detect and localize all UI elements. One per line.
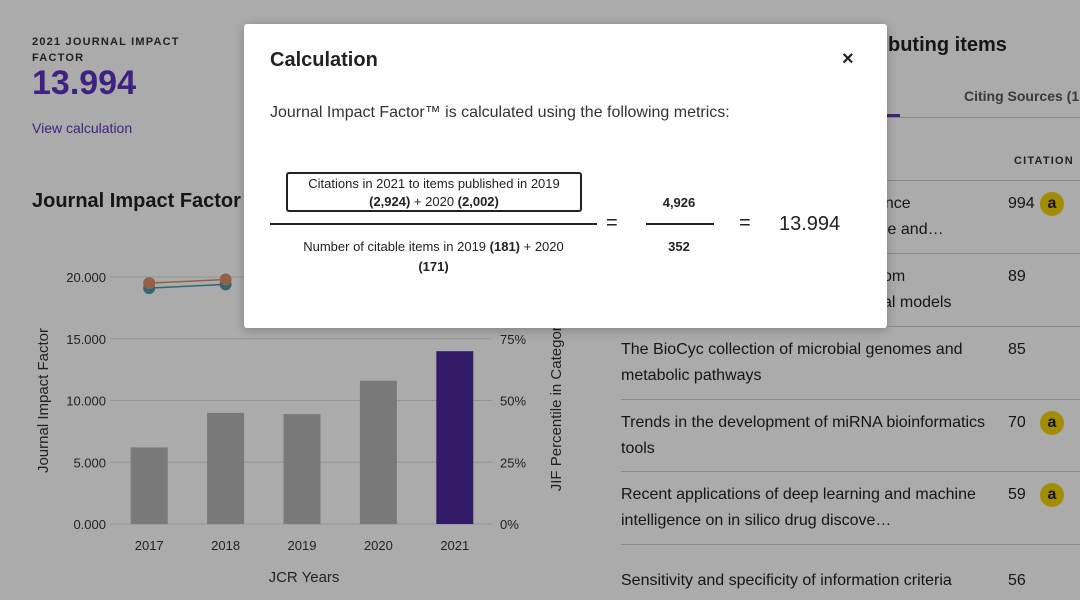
jif-year-label: 2021 JOURNAL IMPACT FACTOR: [32, 36, 180, 64]
y2-axis-title: JIF Percentile in Category: [548, 318, 565, 491]
fraction-bar: [646, 223, 714, 225]
chart-bar: [283, 414, 321, 524]
x-tick-label: 2021: [440, 538, 469, 553]
item-title-link[interactable]: om al models: [883, 264, 1003, 316]
y-tick-label: 15.000: [66, 332, 106, 347]
y-tick-label: 5.000: [73, 455, 106, 470]
jif-value: 13.994: [32, 64, 136, 102]
chart-bar: [130, 447, 168, 524]
x-tick-label: 2017: [135, 538, 164, 553]
citation-column-header: CITATION: [1014, 155, 1074, 167]
x-tick-label: 2020: [364, 538, 393, 553]
numerator-text: Citations in 2021 to items published in …: [308, 176, 560, 191]
x-tick-label: 2018: [211, 538, 240, 553]
y-axis-title: Journal Impact Factor: [35, 328, 52, 473]
percentile-point: [219, 273, 232, 286]
percentile-line: [149, 283, 226, 289]
item-title-line: om: [883, 268, 906, 285]
row-divider: [621, 544, 1080, 545]
equals-sign: =: [606, 212, 618, 234]
equals-sign: =: [739, 212, 751, 234]
citation-count: 56: [1008, 572, 1026, 589]
row-divider: [621, 471, 1080, 472]
percentile-line: [149, 278, 226, 284]
row-divider: [621, 399, 1080, 400]
denominator-text: Number of citable items in 2019: [303, 239, 490, 254]
open-access-icon: a: [1040, 411, 1064, 435]
item-title-line: ice and…: [876, 221, 944, 238]
numerator-box: Citations in 2021 to items published in …: [286, 172, 582, 212]
numerator-2019-value: (2,924): [369, 194, 411, 209]
denominator-2019-value: (181): [489, 239, 521, 254]
dialog-description: Journal Impact Factor™ is calculated usi…: [270, 104, 730, 121]
calculation-result: 13.994: [779, 213, 841, 235]
y-tick-label: 0.000: [73, 517, 106, 532]
item-title-link[interactable]: Recent applications of deep learning and…: [621, 486, 976, 529]
open-access-icon: a: [1040, 192, 1064, 216]
item-title-line: al models: [883, 294, 952, 311]
item-title-link[interactable]: Trends in the development of miRNA bioin…: [621, 414, 986, 457]
y2-tick-label: 75%: [500, 332, 526, 347]
chart-bar: [359, 380, 397, 524]
tab-citing-sources[interactable]: Citing Sources (1: [964, 88, 1080, 104]
denominator-total: 352: [668, 239, 690, 254]
citation-count: 59: [1008, 486, 1026, 503]
dialog-title: Calculation: [270, 49, 378, 71]
citation-count: 994: [1008, 195, 1035, 212]
y2-tick-label: 0%: [500, 517, 519, 532]
close-icon[interactable]: ×: [842, 48, 854, 70]
fraction-bar: [270, 223, 597, 225]
contributing-items-title: buting items: [888, 34, 1007, 56]
x-axis-title: JCR Years: [269, 569, 340, 586]
denominator-plus: + 2020: [520, 239, 564, 254]
item-title-link[interactable]: Sensitivity and specificity of informati…: [621, 572, 952, 589]
chart-bar: [207, 412, 245, 524]
denominator-2020-value: (171): [418, 259, 449, 274]
y-tick-label: 20.000: [66, 270, 106, 285]
numerator-total: 4,926: [662, 195, 696, 210]
chart-bar: [436, 351, 474, 524]
chart-title: Journal Impact Factor: [32, 190, 241, 212]
percentile-point: [143, 277, 156, 290]
jif-trend-chart: 0.000 5.000 10.000 15.000 20.000 0% 25% 50% 75% 2…: [35, 270, 565, 586]
denominator: Number of citable items in 2019 (181) + …: [280, 237, 587, 277]
item-title-link[interactable]: The BioCyc collection of microbial genom…: [621, 341, 963, 384]
y2-tick-label: 25%: [500, 455, 526, 470]
citation-count: 70: [1008, 414, 1026, 431]
x-tick-label: 2019: [288, 538, 317, 553]
citation-count: 85: [1008, 341, 1026, 358]
citation-count: 89: [1008, 268, 1026, 285]
numerator-2020-value: (2,002): [457, 194, 499, 209]
y2-tick-label: 50%: [500, 394, 526, 409]
view-calculation-link[interactable]: View calculation: [32, 120, 133, 136]
calculation-dialog: Calculation × Journal Impact Factor™ is …: [244, 24, 887, 328]
open-access-icon: a: [1040, 483, 1064, 507]
y-tick-label: 10.000: [66, 394, 106, 409]
numerator-plus: + 2020: [410, 194, 458, 209]
